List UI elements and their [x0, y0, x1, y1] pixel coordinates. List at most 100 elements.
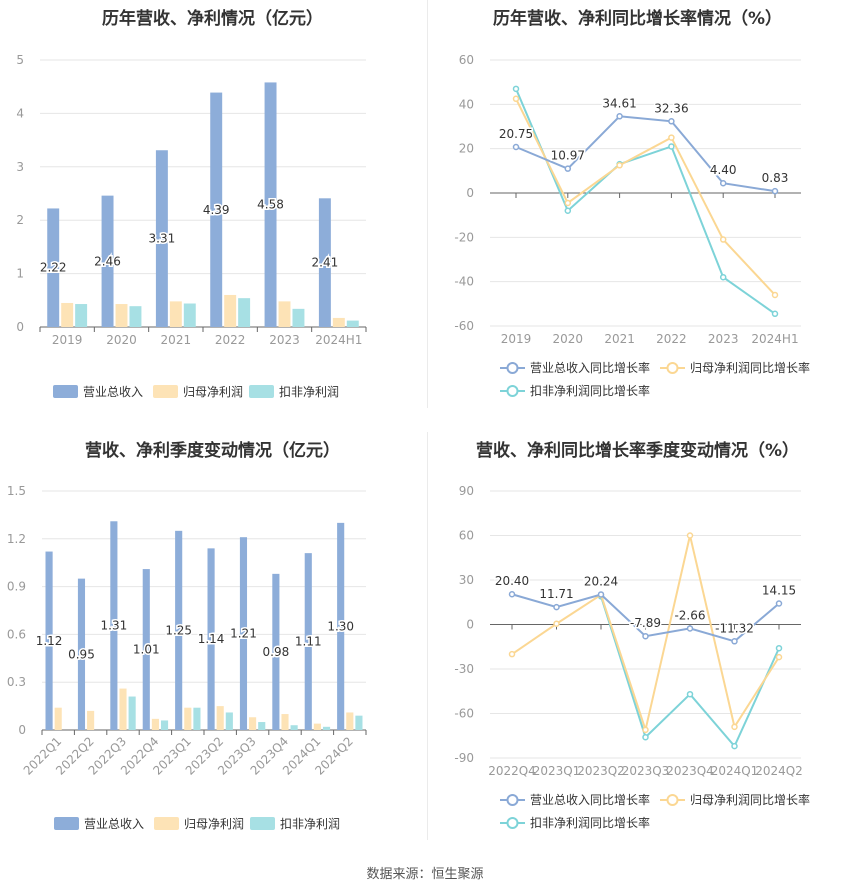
annual-bar-legend-swatch: [53, 385, 78, 398]
annual-growth-legend-swatch-marker: [666, 362, 679, 374]
quarterly-bar-y-tick-label: 0.6: [7, 627, 26, 641]
annual-growth-line-parent-profit: [515, 98, 776, 296]
quarterly-growth-point-parent-profit: [642, 726, 649, 734]
annual-growth-point-parent-profit: [512, 95, 520, 103]
quarterly-growth-point-parent-profit: [775, 653, 783, 661]
annual-bar-legend-label: 归母净利润: [183, 385, 243, 399]
annual-bar-bar-deducted-profit: [238, 298, 251, 327]
annual-growth-data-label: 4.40: [710, 163, 737, 177]
annual-growth-x-tick-label: 2020: [553, 332, 584, 346]
quarterly-growth-legend-swatch-marker: [506, 817, 519, 829]
quarterly-growth-legend-swatch-marker: [666, 794, 679, 806]
quarterly-bar-bar-parent-profit: [184, 707, 192, 730]
quarterly-bar-bar-parent-profit: [313, 723, 321, 730]
annual-growth-data-label: 32.36: [654, 101, 688, 115]
annual-growth-point-parent-profit: [719, 236, 727, 243]
annual-bar-y-tick-label: 5: [16, 53, 24, 67]
quarterly-growth-point-revenue: [686, 625, 694, 632]
annual-bar-bar-parent-profit: [61, 302, 74, 327]
annual-growth-legend-swatch-marker: [506, 362, 519, 374]
quarterly-growth-data-label: -11.32: [715, 621, 754, 635]
annual-growth-y-tick-label: 40: [459, 97, 474, 111]
quarterly-bar-bar-revenue: [272, 573, 280, 730]
annual-bar-legend-swatch: [153, 385, 178, 398]
annual-growth-y-tick-label: -40: [454, 275, 474, 289]
annual-growth-y-tick-label: 0: [466, 186, 474, 200]
annual-bar-y-tick-label: 1: [16, 267, 24, 281]
chart-title-quarterly-revenue-profit: 营收、净利季度变动情况（亿元）: [85, 441, 340, 461]
annual-bar-legend-label: 扣非净利润: [279, 385, 339, 399]
quarterly-bar-data-label: 1.14: [198, 632, 225, 646]
quarterly-bar-bar-deducted-profit: [322, 726, 331, 730]
quarterly-bar-y-tick-label: 0: [18, 723, 26, 737]
annual-growth-data-label: 10.97: [551, 149, 585, 163]
quarterly-growth-point-revenue: [597, 591, 605, 598]
annual-growth-y-tick-label: -60: [454, 319, 474, 333]
annual-growth-y-tick-label: 60: [459, 53, 474, 67]
quarterly-bar-legend-swatch: [154, 817, 179, 830]
quarterly-bar-legend-swatch: [54, 817, 79, 830]
data-source-note: 数据来源：恒生聚源: [366, 867, 484, 882]
annual-bar-bar-deducted-profit: [75, 304, 88, 327]
annual-bar-x-tick-label: 2023: [269, 333, 300, 347]
quarterly-growth-point-deducted-profit: [775, 644, 783, 652]
quarterly-bar-bar-deducted-profit: [258, 722, 266, 730]
quarterly-growth-point-parent-profit: [686, 532, 694, 539]
quarterly-bar-bar-parent-profit: [249, 717, 257, 730]
quarterly-growth-point-parent-profit: [731, 723, 738, 731]
annual-growth-data-label: 34.61: [602, 96, 636, 110]
quarterly-growth-point-revenue: [642, 632, 649, 640]
annual-bar-bar-revenue: [264, 82, 277, 327]
quarterly-growth-y-tick-label: -90: [454, 751, 474, 765]
quarterly-bar-bar-revenue: [239, 537, 248, 730]
annual-bar-data-label: 3.31: [149, 232, 176, 246]
annual-growth-y-tick-label: -20: [454, 230, 474, 244]
annual-growth-x-tick-label: 2022: [656, 332, 687, 346]
quarterly-bar-y-tick-label: 1.2: [7, 532, 26, 546]
quarterly-bar-bar-deducted-profit: [128, 696, 136, 730]
chart-title-quarterly-growth: 营收、净利同比增长率季度变动情况（%）: [475, 441, 800, 461]
quarterly-growth-data-label: 14.15: [762, 584, 796, 598]
quarterly-bar-data-label: 1.01: [133, 643, 160, 657]
quarterly-growth-point-revenue: [731, 638, 738, 645]
annual-growth-point-deducted-profit: [668, 143, 675, 150]
annual-growth-point-revenue: [719, 179, 727, 187]
quarterly-bar-bar-parent-profit: [54, 707, 62, 730]
quarterly-bar-bar-deducted-profit: [290, 725, 298, 730]
quarterly-bar-bar-parent-profit: [216, 706, 224, 730]
annual-growth-point-revenue: [771, 187, 779, 195]
quarterly-bar-bar-revenue: [142, 569, 150, 730]
quarterly-growth-point-deducted-profit: [642, 733, 649, 741]
quarterly-bar-data-label: 1.21: [230, 627, 257, 641]
annual-growth-point-revenue: [512, 143, 520, 151]
annual-growth-point-parent-profit: [668, 134, 675, 141]
quarterly-growth-legend-label: 归母净利润同比增长率: [690, 792, 810, 807]
quarterly-growth-legend-swatch-marker: [506, 794, 519, 806]
quarterly-growth-y-tick-label: 60: [459, 529, 474, 543]
annual-bar-x-tick-label: 2022: [215, 333, 246, 347]
chart-title-annual-revenue-profit: 历年营收、净利情况（亿元）: [102, 9, 323, 29]
chart-title-annual-growth: 历年营收、净利同比增长率情况（%）: [492, 9, 783, 29]
annual-bar-y-tick-label: 2: [16, 213, 24, 227]
quarterly-growth-point-revenue: [508, 590, 516, 598]
annual-growth-data-label: 20.75: [499, 127, 533, 141]
annual-bar-bar-deducted-profit: [129, 306, 142, 327]
quarterly-bar-bar-revenue: [207, 548, 215, 730]
annual-growth-line-revenue: [515, 115, 776, 193]
annual-bar-data-label: 2.22: [40, 261, 67, 275]
quarterly-bar-bar-revenue: [304, 553, 312, 730]
annual-growth-x-tick-label: 2019: [501, 332, 532, 346]
annual-growth-legend-swatch-marker: [506, 385, 519, 397]
annual-bar-bar-parent-profit: [332, 317, 345, 327]
quarterly-bar-bar-parent-profit: [87, 710, 95, 730]
quarterly-bar-bar-revenue: [77, 578, 86, 730]
quarterly-growth-legend-label: 扣非净利润同比增长率: [530, 815, 650, 830]
quarterly-bar-data-label: 0.98: [263, 645, 290, 659]
annual-growth-x-tick-label: 2024H1: [751, 332, 798, 346]
annual-bar-y-tick-label: 3: [16, 160, 24, 174]
annual-bar-data-label: 2.41: [312, 256, 339, 270]
annual-growth-legend-label: 扣非净利润同比增长率: [530, 383, 650, 398]
quarterly-bar-y-tick-label: 0.9: [7, 580, 26, 594]
quarterly-bar-bar-revenue: [45, 551, 53, 730]
